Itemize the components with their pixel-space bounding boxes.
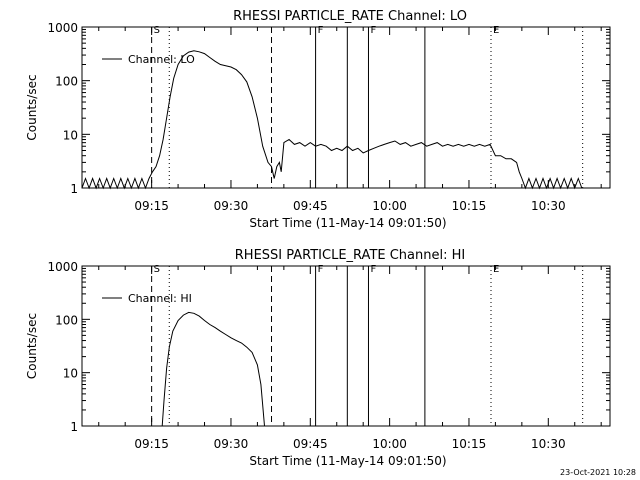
event-marker-label: F	[370, 264, 376, 275]
x-axis-label: Start Time (11-May-14 09:01:50)	[249, 216, 446, 230]
plot-frame	[81, 265, 611, 427]
chart-title: RHESSI PARTICLE_RATE Channel: LO	[233, 9, 467, 24]
chart-title: RHESSI PARTICLE_RATE Channel: HI	[235, 248, 465, 263]
y-tick-label: 10	[63, 367, 78, 381]
y-tick-label: 1	[70, 420, 78, 434]
footer-timestamp: 23-Oct-2021 10:28	[560, 468, 636, 477]
y-tick-label: 1	[70, 182, 78, 196]
x-axis-label: Start Time (11-May-14 09:01:50)	[249, 454, 446, 468]
event-marker-label: F	[318, 264, 324, 275]
y-axis-label: Counts/sec	[25, 313, 39, 379]
x-tick-label: 09:45	[293, 199, 328, 213]
y-axis-label: Counts/sec	[25, 74, 39, 140]
legend-label: Channel: LO	[128, 53, 195, 66]
x-tick-label: 09:45	[293, 437, 328, 451]
x-tick-label: 09:15	[134, 199, 169, 213]
event-marker-label: S	[154, 25, 160, 36]
chart-panel-1: RHESSI PARTICLE_RATE Channel: HI Start Ti…	[25, 248, 611, 468]
event-marker-label: E	[493, 25, 499, 36]
x-tick-label: 10:00	[372, 437, 407, 451]
x-tick-label: 10:00	[372, 199, 407, 213]
x-tick-label: 09:15	[134, 437, 169, 451]
event-marker-label: F	[370, 25, 376, 36]
event-marker-label: F	[318, 25, 324, 36]
y-tick-label: 1000	[47, 21, 78, 35]
plot-frame	[81, 26, 611, 189]
x-tick-label: 09:30	[214, 199, 249, 213]
y-tick-label: 1000	[47, 260, 78, 274]
x-tick-label: 10:15	[452, 199, 487, 213]
event-marker-label: E	[493, 264, 499, 275]
legend-label: Channel: HI	[128, 292, 192, 305]
event-marker-label: S	[154, 264, 160, 275]
x-tick-label: 10:30	[531, 199, 566, 213]
y-tick-label: 100	[55, 75, 78, 89]
chart-panel-0: RHESSI PARTICLE_RATE Channel: LO Start Ti…	[25, 9, 611, 230]
x-tick-label: 09:30	[214, 437, 249, 451]
y-tick-label: 100	[55, 313, 78, 327]
series-line	[161, 311, 265, 427]
y-tick-label: 10	[63, 128, 78, 142]
x-tick-label: 10:30	[531, 437, 566, 451]
x-tick-label: 10:15	[452, 437, 487, 451]
series-line	[81, 50, 583, 190]
